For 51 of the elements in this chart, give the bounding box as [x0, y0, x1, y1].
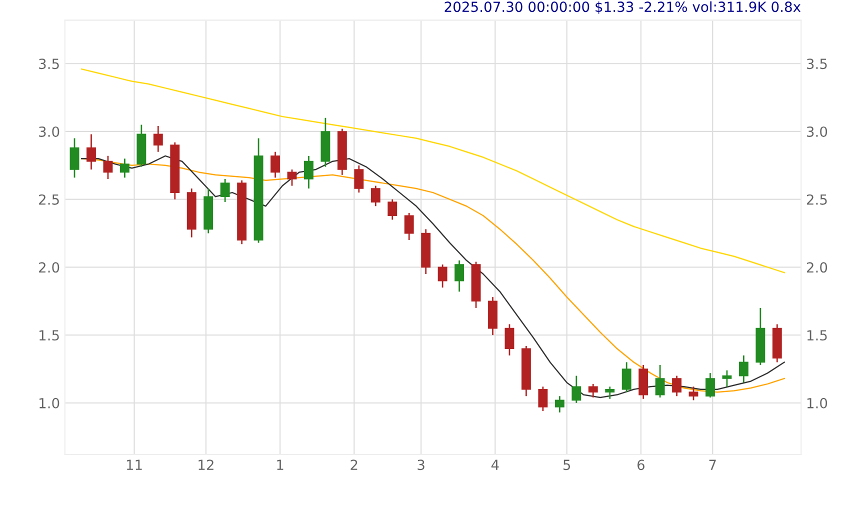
- x-tick-label: 7: [709, 460, 716, 470]
- candlestick: [103, 155, 113, 180]
- y2-tick-label: 2.0: [806, 262, 828, 273]
- candlestick: [70, 138, 80, 178]
- candlestick: [388, 198, 398, 220]
- x-tick-label: 1: [277, 460, 284, 470]
- x-tick-label: 5: [563, 460, 570, 470]
- chart-title: 2025.07.30 00:00:00 $1.33 -2.21% vol:311.9K 0.8x: [444, 1, 801, 14]
- candlestick: [270, 151, 280, 178]
- candlestick: [706, 372, 715, 398]
- candlestick: [454, 260, 464, 292]
- y-tick-label: 3.0: [39, 126, 60, 137]
- candlestick: [120, 158, 130, 178]
- candlestick: [572, 375, 582, 404]
- candlestick: [504, 324, 514, 356]
- y-tick-label: 3.5: [39, 58, 59, 70]
- candlestick: [153, 125, 163, 153]
- candlestick: [438, 264, 448, 288]
- y-tick-label: 1.5: [40, 330, 59, 341]
- y2-tick-label: 1.0: [807, 398, 828, 408]
- candlestick: [588, 383, 598, 398]
- candlestick: [86, 134, 96, 170]
- x-tick-label: 3: [418, 460, 424, 470]
- y2-tick-label: 3.5: [806, 58, 827, 70]
- y-tick-label: 2.5: [39, 194, 59, 205]
- y-tick-label: 2.0: [39, 262, 60, 273]
- x-tick-label: 11: [126, 460, 142, 470]
- candlestick: [554, 395, 564, 414]
- y-tick-label: 1.0: [40, 398, 60, 408]
- candlestick: [738, 354, 748, 384]
- candlestick: [688, 386, 698, 401]
- x-tick-label: 4: [491, 460, 499, 470]
- candlestick: [722, 370, 732, 388]
- candlestick: [304, 155, 314, 190]
- x-tick-label: 12: [198, 460, 214, 470]
- x-tick-label: 2: [350, 460, 358, 470]
- line-series: [81, 68, 785, 274]
- candlestick: [605, 386, 615, 400]
- y2-tick-label: 2.5: [806, 194, 827, 205]
- candlestick: [672, 375, 682, 397]
- candlestick: [287, 168, 297, 186]
- candlestick: [220, 178, 230, 203]
- y2-tick-label: 3.0: [806, 126, 828, 137]
- y2-tick-label: 1.5: [807, 330, 827, 341]
- candlestick: [655, 364, 665, 398]
- candlestick: [538, 386, 548, 412]
- x-tick-label: 6: [637, 460, 644, 470]
- candlestick: [354, 164, 364, 194]
- candlestick: [404, 212, 414, 241]
- candlestick: [622, 362, 632, 393]
- candlestick: [370, 185, 380, 207]
